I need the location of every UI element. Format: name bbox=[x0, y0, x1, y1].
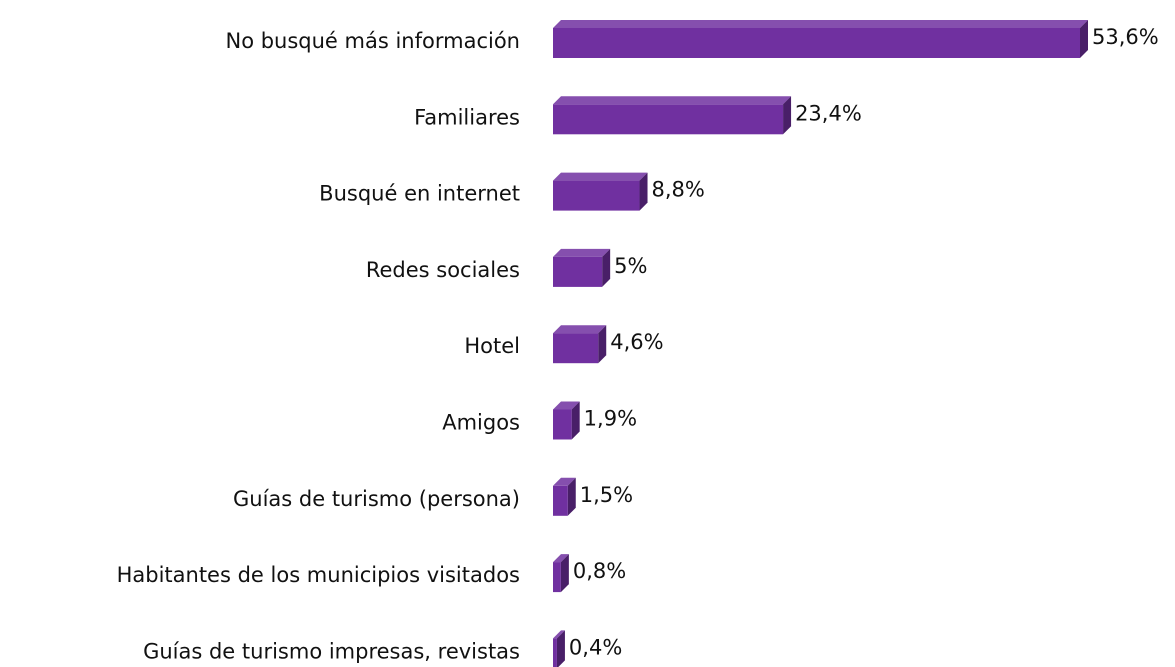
bar bbox=[553, 256, 603, 287]
bar-top bbox=[553, 554, 569, 563]
bar-side bbox=[1080, 20, 1088, 58]
bar bbox=[553, 409, 572, 440]
value-label: 0,8% bbox=[573, 559, 626, 583]
category-label: Guías de turismo impresas, revistas bbox=[143, 639, 520, 663]
category-label: Habitantes de los municipios visitados bbox=[117, 563, 520, 587]
bar-top bbox=[553, 96, 792, 105]
bar-top bbox=[553, 20, 1088, 28]
value-label: 1,5% bbox=[580, 483, 633, 507]
bar bbox=[553, 562, 561, 593]
bar bbox=[553, 333, 599, 364]
bar-top bbox=[553, 401, 580, 410]
bar-side bbox=[567, 477, 576, 516]
value-label: 8,8% bbox=[652, 178, 705, 202]
value-label: 53,6% bbox=[1092, 25, 1159, 49]
bar-top bbox=[553, 325, 607, 334]
bar-top bbox=[553, 630, 565, 639]
bar-side bbox=[560, 554, 569, 593]
category-label: Familiares bbox=[414, 105, 520, 129]
bar-side bbox=[598, 325, 607, 364]
value-label: 23,4% bbox=[795, 101, 862, 125]
bar-top bbox=[553, 248, 611, 257]
bar bbox=[553, 28, 1080, 58]
bar bbox=[553, 104, 784, 135]
bar-side bbox=[602, 248, 611, 287]
category-label: No busqué más información bbox=[225, 29, 520, 53]
bar-side bbox=[571, 401, 580, 440]
category-label: Redes sociales bbox=[366, 258, 520, 282]
bar-side bbox=[783, 96, 792, 135]
category-label: Amigos bbox=[442, 411, 520, 435]
category-label: Hotel bbox=[464, 334, 520, 358]
bar bbox=[553, 638, 557, 667]
bar-side bbox=[556, 630, 565, 667]
value-label: 5% bbox=[614, 254, 647, 278]
category-label: Busqué en internet bbox=[319, 182, 520, 206]
bar-side bbox=[639, 172, 648, 211]
bar-top bbox=[553, 172, 648, 181]
value-label: 1,9% bbox=[584, 407, 637, 431]
bar bbox=[553, 180, 640, 211]
bar bbox=[553, 485, 568, 516]
bar-top bbox=[553, 477, 576, 486]
value-label: 0,4% bbox=[569, 635, 622, 659]
value-label: 4,6% bbox=[610, 330, 663, 354]
category-label: Guías de turismo (persona) bbox=[233, 487, 520, 511]
